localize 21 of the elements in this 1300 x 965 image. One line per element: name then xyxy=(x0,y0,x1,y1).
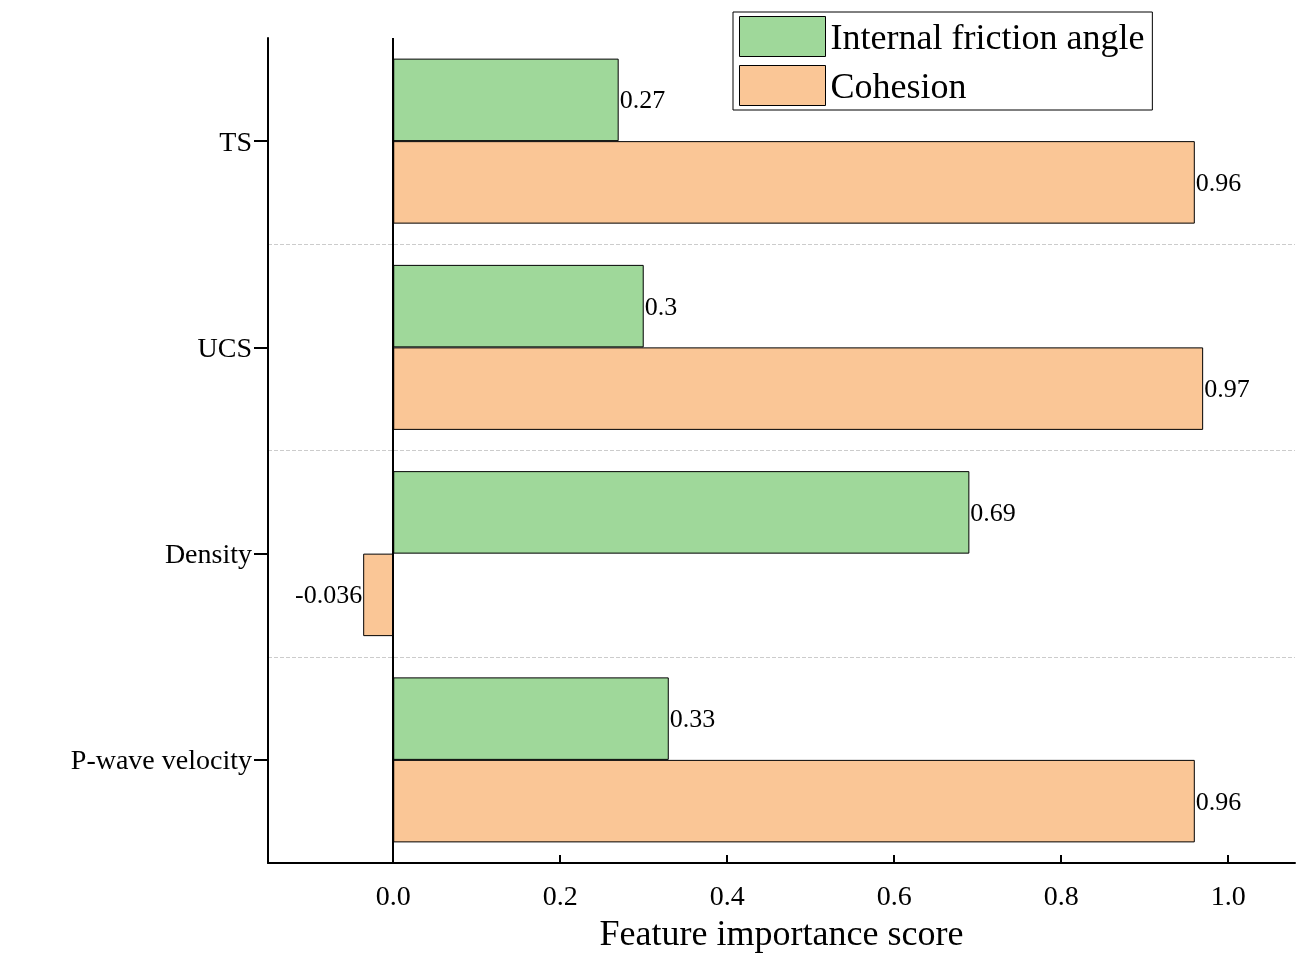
x-axis-title: Feature importance score xyxy=(599,913,964,953)
data-label: -0.036 xyxy=(295,580,363,610)
data-label: 0.96 xyxy=(1195,167,1242,197)
x-tick-label: 0.8 xyxy=(1043,879,1079,911)
data-label: 0.69 xyxy=(970,497,1016,527)
data-label: 0.3 xyxy=(644,291,678,321)
data-label: 0.27 xyxy=(619,85,666,115)
legend-label: Internal friction angle xyxy=(830,16,1145,57)
y-tick-label: UCS xyxy=(197,331,252,363)
x-tick-label: 0.6 xyxy=(876,879,912,911)
data-label: 0.33 xyxy=(669,704,716,734)
legend-label: Cohesion xyxy=(830,65,967,106)
y-tick-label: Density xyxy=(164,538,252,570)
x-tick-label: 0.4 xyxy=(709,879,745,911)
y-tick-label: TS xyxy=(219,125,252,157)
data-label: 0.96 xyxy=(1195,786,1242,816)
data-label: 0.97 xyxy=(1204,374,1250,404)
y-tick-label: P-wave velocity xyxy=(70,744,252,776)
x-tick-label: 1.0 xyxy=(1210,879,1246,911)
x-tick-label: 0.2 xyxy=(542,879,578,911)
x-tick-label: 0.0 xyxy=(375,879,411,911)
